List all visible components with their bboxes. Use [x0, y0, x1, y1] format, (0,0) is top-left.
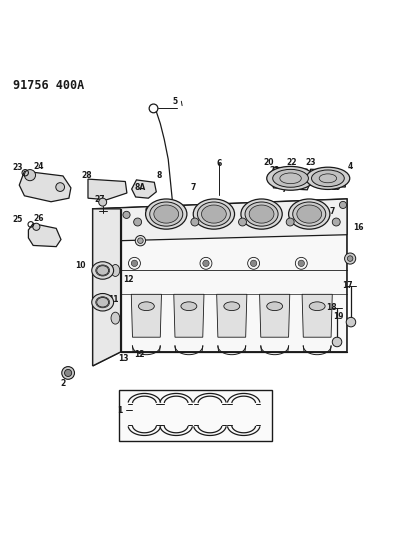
Circle shape — [24, 169, 36, 181]
Text: 20: 20 — [263, 158, 274, 167]
Polygon shape — [132, 180, 156, 198]
Text: 11: 11 — [108, 295, 119, 304]
Ellipse shape — [197, 202, 230, 226]
Text: 19: 19 — [333, 312, 344, 321]
Ellipse shape — [224, 302, 240, 311]
Text: 28: 28 — [82, 172, 92, 181]
Ellipse shape — [97, 297, 109, 307]
Text: 21: 21 — [270, 166, 280, 175]
Text: 23: 23 — [305, 158, 316, 167]
Circle shape — [134, 218, 142, 226]
Text: 8A: 8A — [135, 183, 146, 191]
Ellipse shape — [273, 169, 308, 187]
Ellipse shape — [111, 312, 120, 324]
Ellipse shape — [306, 167, 350, 189]
Ellipse shape — [267, 166, 314, 190]
Circle shape — [135, 236, 146, 246]
Circle shape — [238, 218, 246, 226]
Ellipse shape — [154, 205, 179, 223]
Polygon shape — [302, 294, 332, 337]
Polygon shape — [93, 199, 347, 366]
Text: 27: 27 — [94, 195, 105, 204]
Circle shape — [62, 367, 74, 379]
Text: 26: 26 — [34, 214, 44, 223]
Ellipse shape — [92, 294, 114, 311]
Text: 9: 9 — [145, 207, 150, 216]
Circle shape — [64, 369, 72, 376]
Ellipse shape — [297, 205, 322, 223]
Text: 7: 7 — [190, 183, 196, 192]
Polygon shape — [28, 224, 61, 247]
Circle shape — [33, 223, 40, 230]
Text: 13: 13 — [118, 354, 129, 363]
Circle shape — [332, 337, 342, 347]
Polygon shape — [174, 294, 204, 337]
Circle shape — [123, 211, 130, 219]
Ellipse shape — [181, 302, 197, 311]
Text: 18: 18 — [326, 303, 336, 311]
Ellipse shape — [146, 199, 187, 229]
Polygon shape — [310, 169, 345, 187]
Text: 17: 17 — [342, 281, 352, 290]
Circle shape — [99, 198, 107, 206]
Circle shape — [346, 317, 356, 327]
Text: 2: 2 — [60, 379, 66, 388]
Text: 24: 24 — [34, 162, 44, 171]
Polygon shape — [93, 209, 120, 366]
Text: 8: 8 — [157, 171, 162, 180]
Text: 1: 1 — [117, 406, 122, 415]
Circle shape — [332, 218, 340, 226]
Text: 4: 4 — [348, 161, 353, 171]
Ellipse shape — [249, 205, 274, 223]
Ellipse shape — [150, 202, 183, 226]
Circle shape — [344, 253, 356, 264]
Bar — [118, 390, 272, 441]
Polygon shape — [88, 179, 127, 200]
Text: 22: 22 — [286, 158, 297, 167]
Text: 6: 6 — [216, 159, 222, 168]
Ellipse shape — [138, 302, 154, 311]
Circle shape — [286, 218, 294, 226]
Text: 7: 7 — [282, 185, 287, 195]
Polygon shape — [272, 167, 309, 190]
Polygon shape — [260, 294, 290, 337]
Circle shape — [250, 260, 257, 266]
Text: 16: 16 — [353, 223, 363, 232]
Circle shape — [340, 201, 346, 208]
Text: 15: 15 — [330, 183, 340, 192]
Ellipse shape — [267, 302, 283, 311]
Ellipse shape — [293, 202, 326, 226]
Circle shape — [203, 260, 209, 266]
Text: 91756 400A: 91756 400A — [13, 79, 84, 92]
Ellipse shape — [193, 199, 234, 229]
Ellipse shape — [241, 199, 282, 229]
Ellipse shape — [111, 264, 120, 277]
Ellipse shape — [202, 205, 226, 223]
Text: 23: 23 — [13, 163, 23, 172]
Circle shape — [138, 238, 143, 244]
Circle shape — [298, 260, 304, 266]
Polygon shape — [19, 171, 71, 202]
Polygon shape — [93, 199, 347, 241]
Text: 7: 7 — [329, 207, 334, 216]
Text: 10: 10 — [75, 261, 85, 270]
Ellipse shape — [97, 266, 109, 275]
Text: 5: 5 — [173, 97, 178, 106]
Circle shape — [347, 256, 353, 261]
Ellipse shape — [245, 202, 278, 226]
Circle shape — [131, 260, 138, 266]
Text: 12: 12 — [134, 350, 145, 359]
Circle shape — [191, 218, 199, 226]
Text: 14: 14 — [282, 183, 293, 192]
Ellipse shape — [312, 170, 344, 187]
Text: 25: 25 — [12, 215, 22, 224]
Polygon shape — [131, 294, 162, 337]
Ellipse shape — [92, 262, 114, 279]
Polygon shape — [217, 294, 247, 337]
Circle shape — [56, 183, 64, 191]
Text: 12: 12 — [123, 274, 134, 284]
Ellipse shape — [309, 302, 325, 311]
Ellipse shape — [288, 199, 330, 229]
